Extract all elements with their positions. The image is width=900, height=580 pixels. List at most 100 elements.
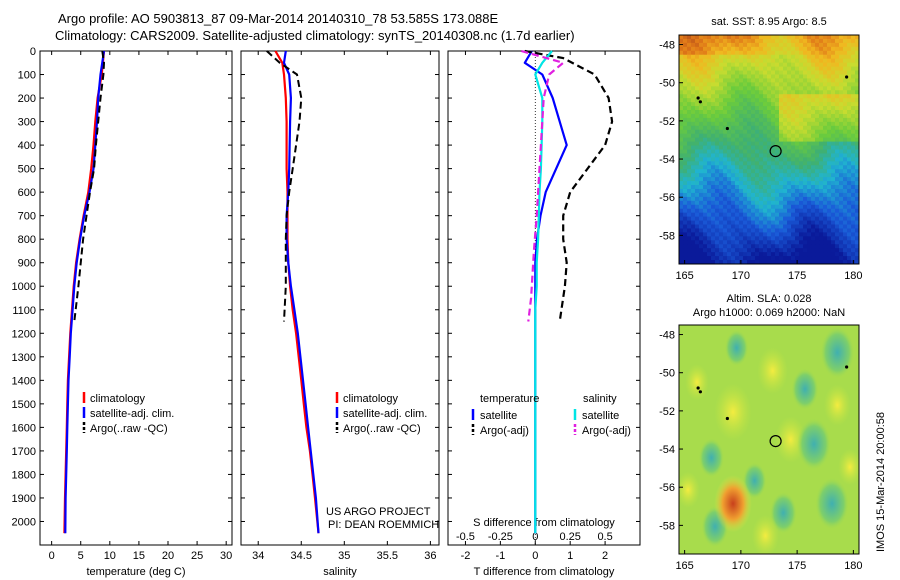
map-cell (695, 185, 700, 190)
map-cell (691, 117, 696, 123)
map-cell (843, 102, 848, 107)
map-cell (807, 244, 812, 249)
map-cell (799, 70, 804, 75)
map-cell (755, 196, 760, 202)
map-cell (763, 54, 768, 60)
map-cell (767, 141, 772, 147)
y-tick-label: 1000 (12, 281, 36, 293)
map-cell (791, 196, 796, 202)
map-cell (727, 157, 732, 162)
map-cell (747, 94, 752, 99)
map-cell (695, 113, 700, 119)
map-cell (679, 212, 684, 218)
map-cell (695, 173, 700, 178)
map-cell (703, 50, 708, 56)
map-cell (823, 74, 828, 79)
map-cell (687, 232, 692, 237)
map-cell (847, 236, 852, 241)
map-cell (679, 236, 684, 241)
map-cell (755, 232, 760, 237)
map-cell (831, 228, 836, 233)
map-cell (699, 153, 704, 158)
map-cell (679, 204, 684, 210)
map-cell (751, 181, 756, 186)
map-cell (851, 82, 856, 87)
map-cell (747, 181, 752, 186)
map-cell (771, 98, 776, 103)
map-cell (823, 248, 828, 253)
map-cell (731, 185, 736, 190)
map-cell (771, 149, 776, 154)
map-cell (839, 208, 844, 214)
map-cell (715, 66, 720, 72)
map-cell (803, 212, 808, 218)
map-cell (835, 153, 840, 158)
map-cell (679, 240, 684, 245)
map-cell (687, 86, 692, 91)
map-cell (843, 110, 848, 115)
map-cell (755, 228, 760, 233)
map-cell (707, 212, 712, 218)
map-cell (831, 94, 836, 99)
map-cell (759, 240, 764, 245)
map-cell (759, 181, 764, 186)
map-cell (767, 196, 772, 202)
map-cell (783, 121, 788, 127)
map-cell (791, 204, 796, 210)
map-cell (795, 78, 800, 83)
map-cell (719, 153, 724, 158)
map-cell (815, 42, 820, 48)
map-cell (747, 208, 752, 214)
map-cell (783, 145, 788, 150)
map-cell (763, 216, 768, 222)
map-cell (683, 46, 688, 52)
map-cell (799, 192, 804, 198)
map-cell (719, 192, 724, 198)
map-cell (855, 74, 859, 79)
map-cell (679, 157, 684, 162)
map-cell (731, 133, 736, 139)
y-tick-label: 2000 (12, 516, 36, 528)
map-cell (691, 256, 696, 261)
map-cell (823, 113, 828, 119)
y-tick-label: -54 (659, 444, 675, 456)
map-cell (751, 121, 756, 127)
map-cell (775, 86, 780, 91)
map-cell (811, 173, 816, 178)
map-cell (775, 82, 780, 87)
map-cell (839, 133, 844, 139)
map-cell (779, 256, 784, 261)
map-cell (719, 78, 724, 83)
map-cell (727, 90, 732, 95)
map-cell (715, 244, 720, 249)
map-cell (743, 169, 748, 174)
map-cell (755, 66, 760, 72)
map-cell (767, 145, 772, 150)
map-cell (703, 125, 708, 131)
map-cell (787, 196, 792, 202)
map-cell (743, 42, 748, 48)
map-cell (835, 98, 840, 103)
map-cell (815, 224, 820, 229)
map-cell (839, 240, 844, 245)
map-cell (771, 224, 776, 229)
map-cell (703, 256, 708, 261)
map-cell (819, 204, 824, 210)
map-cell (823, 256, 828, 261)
map-cell (775, 181, 780, 186)
map-cell (691, 192, 696, 198)
map-cell (823, 232, 828, 237)
map-cell (763, 125, 768, 131)
map-cell (719, 185, 724, 190)
map-cell (763, 240, 768, 245)
map-cell (731, 224, 736, 229)
map-cell (839, 106, 844, 111)
map-cell (835, 78, 840, 83)
map-cell (719, 212, 724, 218)
map-cell (679, 78, 684, 83)
map-cell (795, 98, 800, 103)
map-cell (759, 113, 764, 119)
map-cell (779, 236, 784, 241)
map-cell (803, 185, 808, 190)
